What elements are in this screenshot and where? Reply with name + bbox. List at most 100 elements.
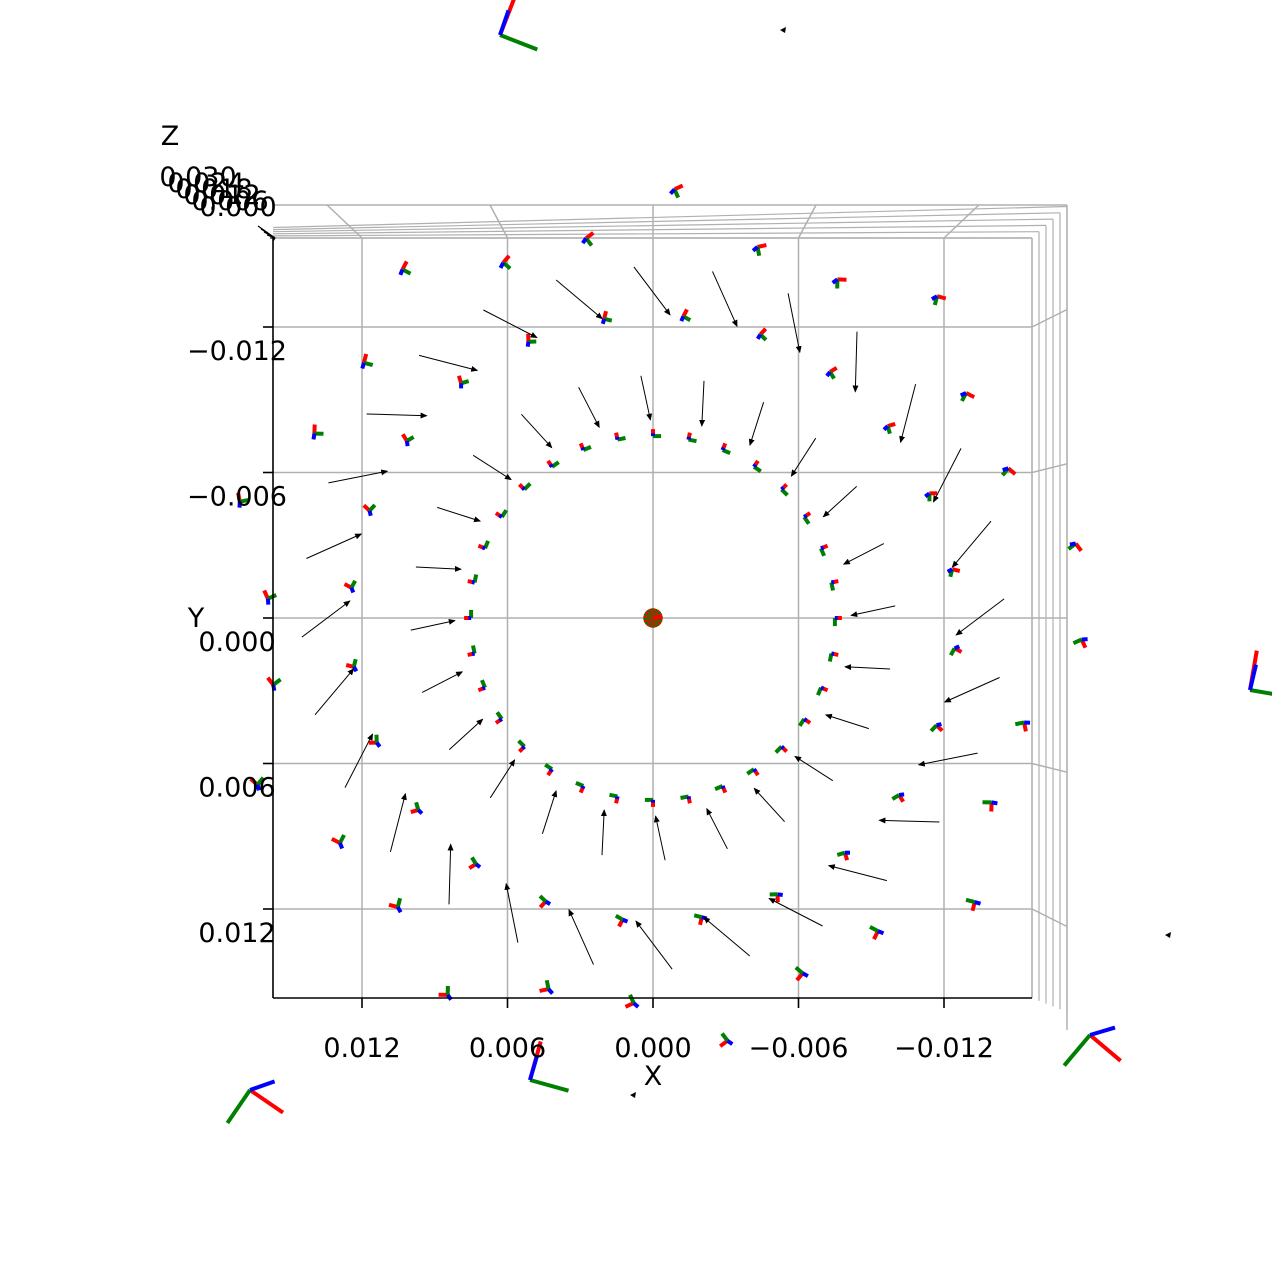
ring3-frame-y-14 (267, 593, 278, 601)
ring3-frame-x-25 (965, 391, 976, 399)
ring2-frame-z-0 (953, 644, 961, 651)
ring3-vector-18 (483, 309, 538, 338)
ring1-frame-y-17 (472, 574, 479, 583)
y-tick-label: −0.012 (187, 336, 287, 367)
ring2-vector-22 (822, 486, 858, 518)
ring2-vector-11 (421, 671, 464, 693)
ring2-frame-z-16 (525, 341, 531, 347)
z-tick-label: 0.030 (159, 162, 236, 193)
ring3-frame-z-24 (930, 294, 939, 301)
ring3-vector-8 (504, 882, 519, 943)
ring3-vector-16 (366, 412, 428, 419)
far-frame-y-4 (1062, 1033, 1092, 1067)
ring3-vector-21 (712, 271, 738, 328)
ring1-frame-z-5 (752, 768, 758, 773)
ring2-frame-z-23 (946, 567, 954, 574)
ring2-frame-x-18 (681, 308, 689, 318)
ring2-vector-7 (600, 809, 607, 856)
x-axis-title: X (644, 1061, 663, 1092)
ring3-frame-y-8 (544, 979, 551, 990)
ring1-frame-z-17 (471, 580, 475, 585)
ring1-frame-z-7 (686, 796, 691, 800)
ring3-frame-z-10 (396, 906, 403, 914)
ring2-frame-y-1 (929, 723, 938, 733)
ring2-vector-4 (753, 787, 785, 823)
ring3-frame-y-11 (338, 834, 346, 844)
ring3-vector-1 (917, 752, 978, 767)
ring2-vector-17 (578, 386, 600, 429)
ring3-frame-z-18 (398, 268, 405, 276)
ring3-vector-20 (633, 266, 671, 316)
z-tick-label: 0.024 (167, 168, 244, 199)
ring3-vector-17 (418, 354, 479, 372)
ring3-frame-x-5 (795, 972, 805, 982)
ring3-frame-z-17 (360, 362, 366, 370)
ring1-frame-z-25 (686, 436, 691, 440)
back-pane-top-edge (272, 205, 1068, 229)
far-vector-6 (1165, 932, 1171, 938)
ring1-frame-y-26 (721, 448, 731, 455)
ring1-frame-z-18 (481, 545, 486, 551)
ring3-frame-z-23 (831, 277, 839, 285)
ring3-frame-x-10 (388, 902, 399, 910)
ring3-frame-z-25 (959, 391, 967, 398)
y-tick-label: 0.006 (198, 773, 275, 804)
z-tick (272, 237, 276, 242)
ring2-frame-z-8 (474, 862, 482, 869)
ring1-frame-y-5 (746, 767, 756, 776)
ring2-frame-z-21 (882, 424, 890, 432)
back-pane-top-edge (272, 224, 1047, 235)
y-tick-label: 0.000 (198, 627, 275, 658)
ring2-frame-x-15 (456, 375, 464, 384)
ring3-vector-6 (635, 920, 673, 970)
ring2-frame-y-17 (603, 316, 613, 323)
ring2-frame-x-8 (468, 862, 478, 870)
ring3-frame-y-0 (1072, 637, 1083, 646)
grid-layer (272, 204, 1068, 1030)
ring2-vector-8 (541, 789, 558, 834)
ring2-vector-9 (489, 759, 516, 799)
ring2-frame-x-17 (602, 310, 608, 320)
ring2-frame-y-12 (349, 579, 357, 589)
ring3-vector-24 (899, 383, 917, 444)
ring1-frame-z-26 (720, 446, 726, 451)
ring3-frame-z-8 (547, 987, 554, 995)
x-tick-label: −0.012 (894, 1033, 994, 1064)
ring1-frame-z-12 (521, 745, 526, 750)
ring2-frame-x-23 (951, 567, 961, 573)
ring3-vector-2 (878, 817, 940, 824)
ring2-frame-y-6 (614, 914, 624, 922)
ring2-frame-y-9 (414, 801, 421, 811)
far-frame-z-5 (528, 1054, 540, 1081)
ring1-frame-z-15 (471, 651, 475, 656)
ring2-frame-z-6 (621, 917, 629, 924)
ring2-frame-z-1 (935, 722, 942, 728)
ring3-frame-y-1 (1014, 720, 1025, 727)
x-tick-label: 0.006 (469, 1033, 546, 1064)
ring3-frame-x-4 (872, 930, 880, 941)
ring3-vector-13 (301, 600, 351, 638)
ring2-frame-y-0 (949, 647, 957, 657)
ring2-frame-z-10 (375, 741, 382, 748)
ring3-frame-x-8 (539, 987, 549, 993)
far-frame-z-2 (1248, 664, 1258, 691)
ring3-frame-z-22 (751, 245, 759, 253)
ring3-vector-23 (852, 331, 859, 393)
ring1-frame-z-13 (498, 717, 503, 723)
ring3-frame-y-15 (239, 497, 250, 504)
ring1-frame-y-25 (688, 437, 697, 444)
ring3-vector-25 (933, 448, 962, 503)
ring3-frame-y-10 (395, 897, 403, 908)
ring3-frame-x-17 (361, 353, 369, 364)
ring1-frame-z-22 (580, 446, 586, 451)
back-pane-top-edge (272, 212, 1061, 231)
ring2-frame-z-11 (352, 665, 359, 673)
ring3-frame-z-27 (1069, 541, 1077, 547)
ring1-frame-z-4 (780, 745, 785, 750)
ring3-frame-y-13 (272, 677, 282, 687)
ring3-vector-0 (943, 677, 1000, 703)
ring2-vector-21 (790, 437, 817, 477)
ring3-frame-z-3 (974, 900, 982, 906)
ring1-frame-y-18 (483, 540, 490, 550)
ring2-frame-y-13 (368, 503, 377, 513)
